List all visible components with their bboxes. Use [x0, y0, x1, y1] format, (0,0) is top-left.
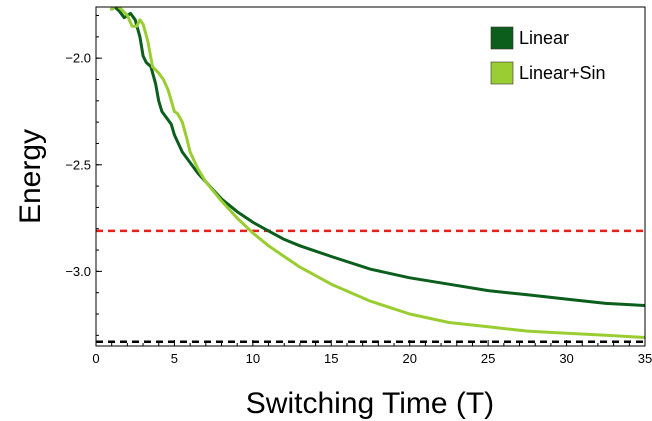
x-tick-label: 25 [481, 351, 495, 366]
x-tick-label: 0 [92, 351, 99, 366]
y-axis-title: Energy [14, 129, 47, 224]
legend-swatch [490, 61, 514, 85]
x-axis-title: Switching Time (T) [246, 387, 494, 420]
x-tick-label: 35 [638, 351, 652, 366]
y-tick-label: −2.5 [65, 157, 91, 172]
x-tick-label: 5 [171, 351, 178, 366]
x-tick-label: 30 [559, 351, 573, 366]
legend: Linear Linear+Sin [490, 26, 606, 85]
series-line-linear [110, 7, 645, 307]
legend-swatch [490, 26, 514, 50]
x-tick-label: 15 [324, 351, 338, 366]
legend-label: Linear [519, 28, 569, 48]
series-line-linear-sin [110, 7, 645, 339]
x-tick-label: 10 [246, 351, 260, 366]
legend-label: Linear+Sin [519, 63, 606, 83]
y-tick-label: −2.0 [65, 51, 91, 66]
y-tick-label: −3.0 [65, 264, 91, 279]
x-tick-label: 20 [402, 351, 416, 366]
plot-frame [95, 6, 646, 347]
